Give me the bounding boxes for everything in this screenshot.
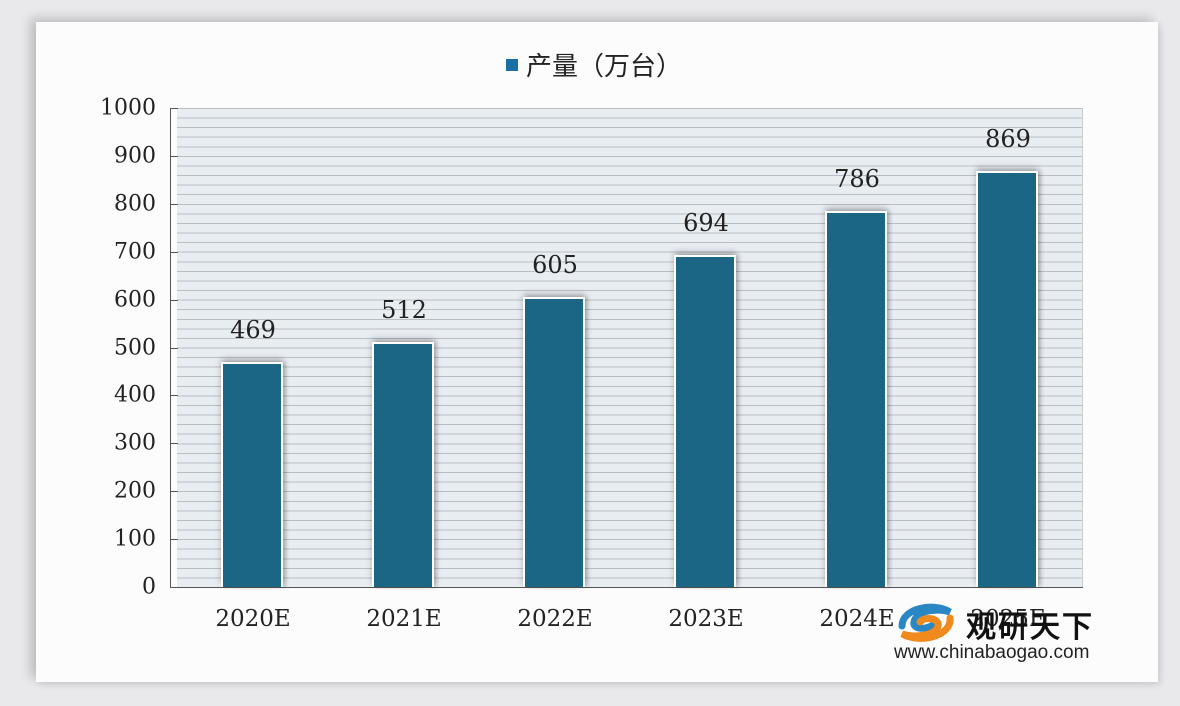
bar-value-label: 694 — [683, 208, 729, 237]
x-tick-label: 2021E — [366, 606, 442, 632]
y-tick-mark — [170, 443, 178, 445]
bar-2024E — [825, 210, 887, 587]
watermark-name: 观研天下 — [966, 610, 1094, 645]
y-tick-label: 600 — [114, 287, 156, 313]
y-tick-label: 100 — [114, 526, 156, 552]
plot-area — [177, 108, 1083, 587]
y-tick-mark — [170, 299, 178, 301]
bar-value-label: 605 — [532, 251, 578, 280]
x-tick-label: 2020E — [215, 606, 291, 632]
y-tick-mark — [170, 251, 178, 253]
y-tick-label: 200 — [114, 478, 156, 504]
y-tick-mark — [170, 347, 178, 349]
y-tick-mark — [170, 587, 178, 588]
bar-2025E — [976, 170, 1038, 587]
y-tick-mark — [170, 539, 178, 541]
bar-2021E — [372, 341, 434, 587]
y-tick-label: 1000 — [100, 95, 156, 121]
logo-swirl-icon — [898, 603, 954, 642]
x-axis — [170, 587, 1083, 588]
y-tick-label: 500 — [114, 335, 156, 360]
legend-swatch — [506, 58, 518, 71]
y-tick-label: 800 — [114, 191, 156, 217]
y-tick-mark — [170, 108, 178, 109]
bar-value-label: 869 — [985, 124, 1031, 153]
x-tick-label: 2023E — [668, 606, 744, 632]
x-tick-label: 2024E — [819, 606, 895, 632]
watermark-url: www.chinabaogao.com — [894, 642, 1090, 663]
y-tick-label: 700 — [114, 239, 156, 265]
y-tick-mark — [170, 203, 178, 205]
watermark-logo: 观研天下 www.chinabaogao.com — [890, 600, 1150, 670]
y-tick-label: 0 — [142, 574, 156, 600]
x-tick-label: 2022E — [517, 606, 593, 632]
y-tick-label: 300 — [114, 430, 156, 456]
bar-value-label: 512 — [381, 295, 427, 324]
y-tick-mark — [170, 155, 178, 157]
x-tick-label: 2025E — [970, 606, 1046, 632]
y-tick-mark — [170, 491, 178, 493]
bar-value-label: 786 — [834, 164, 880, 193]
bar-2022E — [523, 297, 585, 587]
y-tick-label: 400 — [114, 382, 156, 408]
bar-2020E — [221, 362, 283, 587]
chart-legend: 产量（万台） — [506, 46, 682, 83]
bar-2023E — [674, 254, 736, 587]
legend-label: 产量（万台） — [526, 52, 683, 82]
y-tick-label: 900 — [114, 143, 156, 169]
bar-value-label: 469 — [230, 316, 276, 345]
y-tick-mark — [170, 395, 178, 397]
